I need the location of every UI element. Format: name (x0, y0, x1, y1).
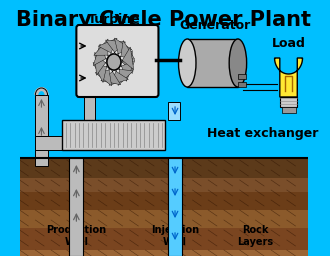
Bar (19, 250, 308, 256)
Bar (19, 192, 308, 210)
Polygon shape (120, 47, 134, 70)
Text: Binary Cycle Power Plant: Binary Cycle Power Plant (16, 10, 311, 30)
Polygon shape (115, 38, 132, 56)
Text: Turbine: Turbine (87, 13, 140, 26)
Bar (19, 228, 308, 250)
Text: Injection
Well: Injection Well (151, 225, 199, 247)
Text: Heat exchanger: Heat exchanger (207, 126, 319, 140)
Polygon shape (118, 40, 135, 59)
Text: Rock
Layers: Rock Layers (237, 225, 274, 247)
Bar (35, 95, 48, 166)
Bar (69, 158, 83, 256)
Ellipse shape (179, 39, 196, 87)
Polygon shape (101, 69, 121, 85)
Polygon shape (117, 67, 133, 86)
Bar (280, 97, 297, 107)
Bar (187, 39, 238, 87)
Bar (61, 120, 165, 150)
Polygon shape (106, 40, 125, 55)
Polygon shape (98, 38, 117, 55)
Polygon shape (275, 58, 303, 97)
Bar (238, 82, 246, 87)
Polygon shape (93, 62, 109, 82)
Polygon shape (93, 44, 108, 66)
Bar (37, 95, 48, 123)
Bar (281, 107, 296, 113)
Text: Load: Load (272, 37, 306, 50)
Ellipse shape (229, 39, 247, 87)
Polygon shape (119, 60, 135, 81)
Bar (168, 158, 182, 256)
Bar (19, 210, 308, 228)
Bar (19, 158, 308, 178)
Polygon shape (95, 67, 112, 86)
Circle shape (107, 54, 121, 70)
Bar (168, 102, 180, 120)
Text: Generator: Generator (180, 19, 251, 32)
Polygon shape (121, 50, 132, 73)
Bar (19, 178, 308, 192)
FancyBboxPatch shape (76, 25, 158, 97)
Text: Production
Well: Production Well (46, 225, 107, 247)
Polygon shape (94, 39, 110, 58)
Bar (238, 74, 246, 79)
Polygon shape (109, 69, 128, 85)
Bar (35, 136, 83, 150)
Bar (84, 94, 95, 120)
Polygon shape (95, 52, 107, 75)
